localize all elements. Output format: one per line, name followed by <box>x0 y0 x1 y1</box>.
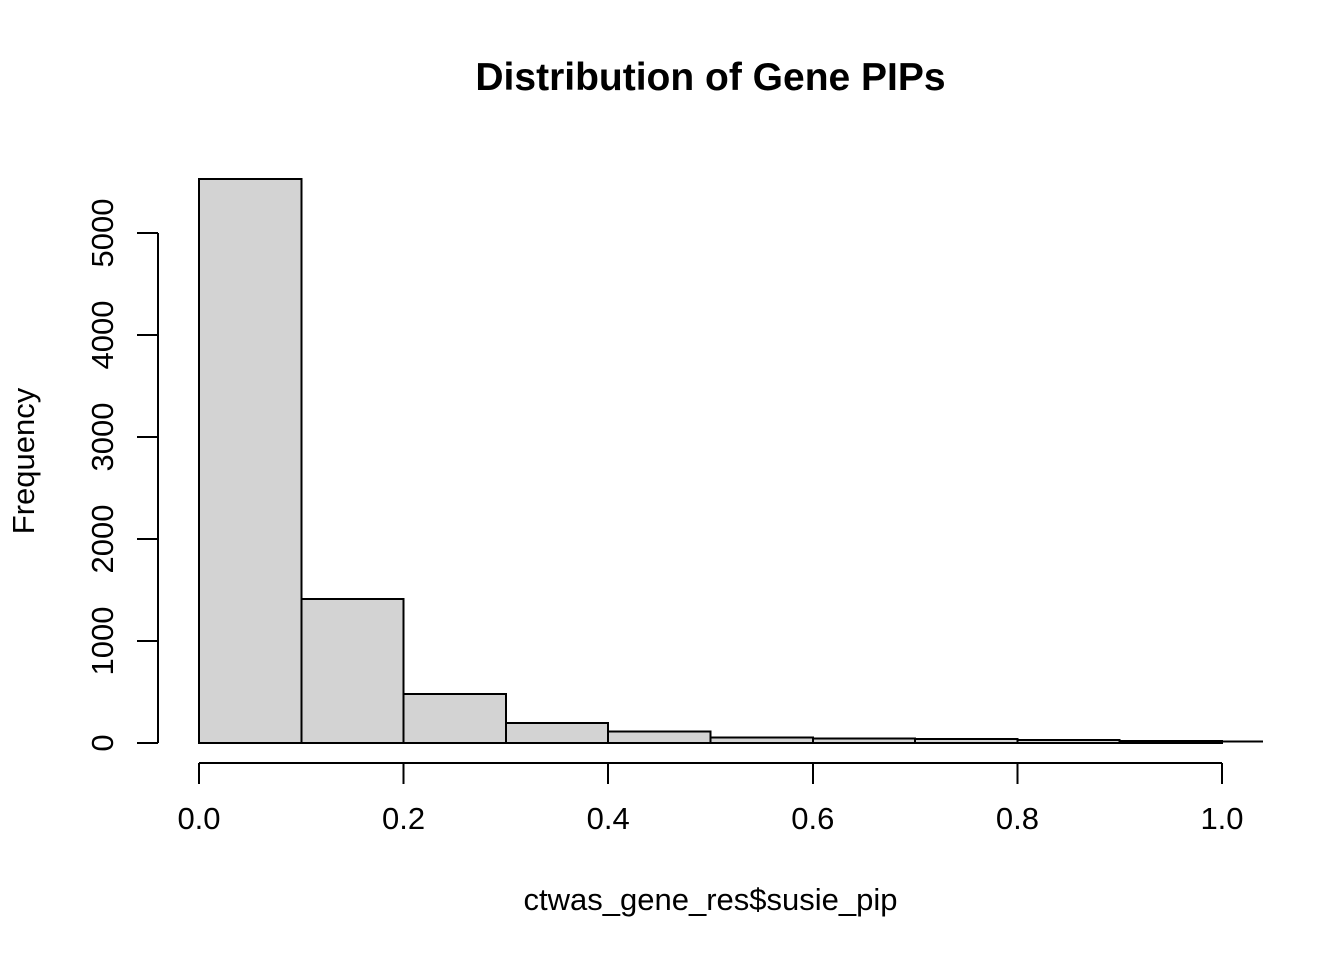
x-tick-label: 0.4 <box>587 801 630 836</box>
histogram-bar <box>402 693 507 744</box>
x-tick-label: 0.6 <box>791 801 834 836</box>
x-tick-label: 0.2 <box>382 801 425 836</box>
histogram-bar <box>709 736 814 745</box>
histogram-bar <box>300 598 405 745</box>
y-tick-label: 0 <box>85 734 120 751</box>
x-tick-label: 0.8 <box>996 801 1039 836</box>
x-tick-label: 0.0 <box>177 801 220 836</box>
x-axis-title: ctwas_gene_res$susie_pip <box>523 882 898 917</box>
histogram-bar <box>198 177 303 744</box>
y-tick-label: 1000 <box>85 607 120 676</box>
y-tick-label: 2000 <box>85 505 120 574</box>
chart-title: Distribution of Gene PIPs <box>475 56 946 99</box>
histogram-bar <box>811 737 917 745</box>
histogram-bar <box>1118 739 1223 744</box>
histogram-bar <box>1016 739 1121 744</box>
histogram-bar <box>607 730 712 744</box>
y-tick-label: 3000 <box>85 403 120 472</box>
histogram-bar <box>504 722 610 744</box>
y-tick-label: 4000 <box>85 301 120 370</box>
y-tick-label: 5000 <box>85 199 120 268</box>
x-tick-label: 1.0 <box>1200 801 1243 836</box>
histogram-bar <box>914 737 1019 745</box>
